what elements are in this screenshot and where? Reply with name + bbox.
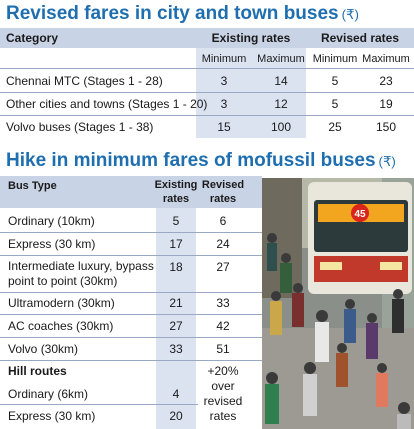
header-existing-1: Existing — [154, 179, 198, 191]
table2-header-bar — [0, 176, 262, 208]
table2-row-type-line2: point to point (30km) — [8, 274, 118, 288]
hill-routes-note-4: rates — [209, 409, 237, 423]
table2-row-type: AC coaches (30km) — [8, 319, 114, 333]
table1-row-rev-max: 23 — [379, 74, 393, 88]
table1-row-rev-max: 150 — [375, 120, 397, 134]
table1-row-ex-min: 3 — [220, 74, 228, 88]
table2-row-revised: 24 — [216, 237, 230, 251]
table2-row-type: Ultramodern (30km) — [8, 296, 115, 310]
table2-row-type-line1: Intermediate luxury, bypass — [8, 259, 154, 273]
table1-row-ex-min: 3 — [220, 97, 228, 111]
hill-row-existing: 4 — [172, 387, 180, 401]
fares-table-mofussil: Bus Type Existing rates Revised rates Or… — [0, 176, 262, 429]
table1-header-bar — [0, 28, 414, 48]
table1-divider — [0, 68, 414, 69]
table1-row-category: Other cities and towns (Stages 1 - 20) — [6, 97, 208, 111]
fares-table-city: Category Existing rates Revised rates Mi… — [0, 28, 414, 138]
table2-row-type: Express (30 km) — [8, 237, 96, 251]
table1-row-ex-max: 100 — [270, 120, 292, 134]
table2-row-revised: 51 — [216, 342, 230, 356]
table2-row-divider — [0, 232, 262, 233]
table1-row-rev-min: 5 — [331, 97, 339, 111]
table2-row-existing: 21 — [169, 296, 183, 310]
table2-row-existing: 33 — [169, 342, 183, 356]
table2-row-type: Volvo (30km) — [8, 342, 79, 356]
hill-routes-note-2: over — [211, 379, 235, 393]
existing-rates-band — [196, 48, 306, 138]
table1-row-rev-min: 5 — [331, 74, 339, 88]
existing-rates-column-band — [156, 208, 196, 429]
bus-crowd-photo: 45 — [262, 178, 414, 429]
table1-row-ex-max: 14 — [274, 74, 288, 88]
table2-row-existing: 5 — [172, 214, 180, 228]
subheader-existing-max: Maximum — [257, 53, 305, 65]
table2-row-revised: 27 — [216, 260, 230, 274]
subheader-revised-max: Maximum — [362, 53, 410, 65]
table1-row-rev-min: 25 — [328, 120, 342, 134]
table2-row-revised: 42 — [216, 319, 230, 333]
bus-crowd-illustration: 45 — [262, 178, 414, 429]
subheader-revised-min: Minimum — [312, 53, 358, 65]
hill-routes-label: Hill routes — [8, 364, 67, 378]
hill-row-existing: 20 — [169, 409, 183, 423]
table2-row-divider — [0, 255, 262, 256]
table1-row-category: Chennai MTC (Stages 1 - 28) — [6, 74, 163, 88]
table2-row-revised: 6 — [219, 214, 227, 228]
hill-row-type: Ordinary (6km) — [8, 387, 89, 401]
table1-row-rev-max: 19 — [379, 97, 393, 111]
rupee-symbol: (₹) — [341, 7, 359, 22]
table1-row-ex-min: 15 — [217, 120, 231, 134]
hill-row-type: Express (30 km) — [8, 409, 96, 423]
table1-row-divider — [0, 92, 414, 93]
table2-row-divider — [0, 292, 262, 293]
table2-row-divider — [0, 404, 198, 405]
header-revised-rates: Revised rates — [320, 31, 400, 45]
header-category: Category — [6, 31, 59, 45]
table1-row-divider — [0, 115, 414, 116]
header-revised-2: rates — [209, 193, 237, 205]
table2-row-revised: 33 — [216, 296, 230, 310]
table2-row-existing: 17 — [169, 237, 183, 251]
table2-row-divider — [0, 314, 262, 315]
table1-title: Revised fares in city and town buses (₹) — [6, 3, 359, 24]
hill-routes-note-1: +20% — [207, 364, 239, 378]
rupee-symbol: (₹) — [378, 154, 396, 169]
table2-row-divider — [0, 360, 262, 361]
table2-title: Hike in minimum fares of mofussil buses(… — [6, 150, 396, 171]
table2-row-existing: 18 — [169, 260, 183, 274]
hill-routes-note-3: revised — [203, 394, 243, 408]
subheader-existing-min: Minimum — [201, 53, 247, 65]
bus-route-number: 45 — [354, 209, 366, 220]
table2-row-divider — [0, 337, 262, 338]
table1-row-ex-max: 12 — [274, 97, 288, 111]
table1-row-category: Volvo buses (Stages 1 - 38) — [6, 120, 154, 134]
table2-row-existing: 27 — [169, 319, 183, 333]
table2-row-type: Ordinary (10km) — [8, 214, 95, 228]
header-existing-2: rates — [162, 193, 190, 205]
header-revised-1: Revised — [201, 179, 245, 191]
header-existing-rates: Existing rates — [211, 31, 291, 45]
header-bus-type: Bus Type — [8, 180, 57, 192]
